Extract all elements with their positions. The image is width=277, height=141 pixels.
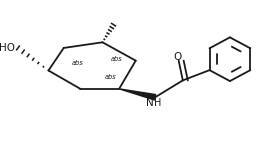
Polygon shape	[119, 89, 156, 100]
Text: O: O	[173, 52, 181, 62]
Text: abs: abs	[105, 74, 117, 80]
Text: N: N	[146, 98, 154, 108]
Text: abs: abs	[72, 60, 83, 66]
Text: HO: HO	[0, 43, 15, 53]
Text: H: H	[154, 98, 161, 108]
Text: abs: abs	[111, 56, 122, 61]
